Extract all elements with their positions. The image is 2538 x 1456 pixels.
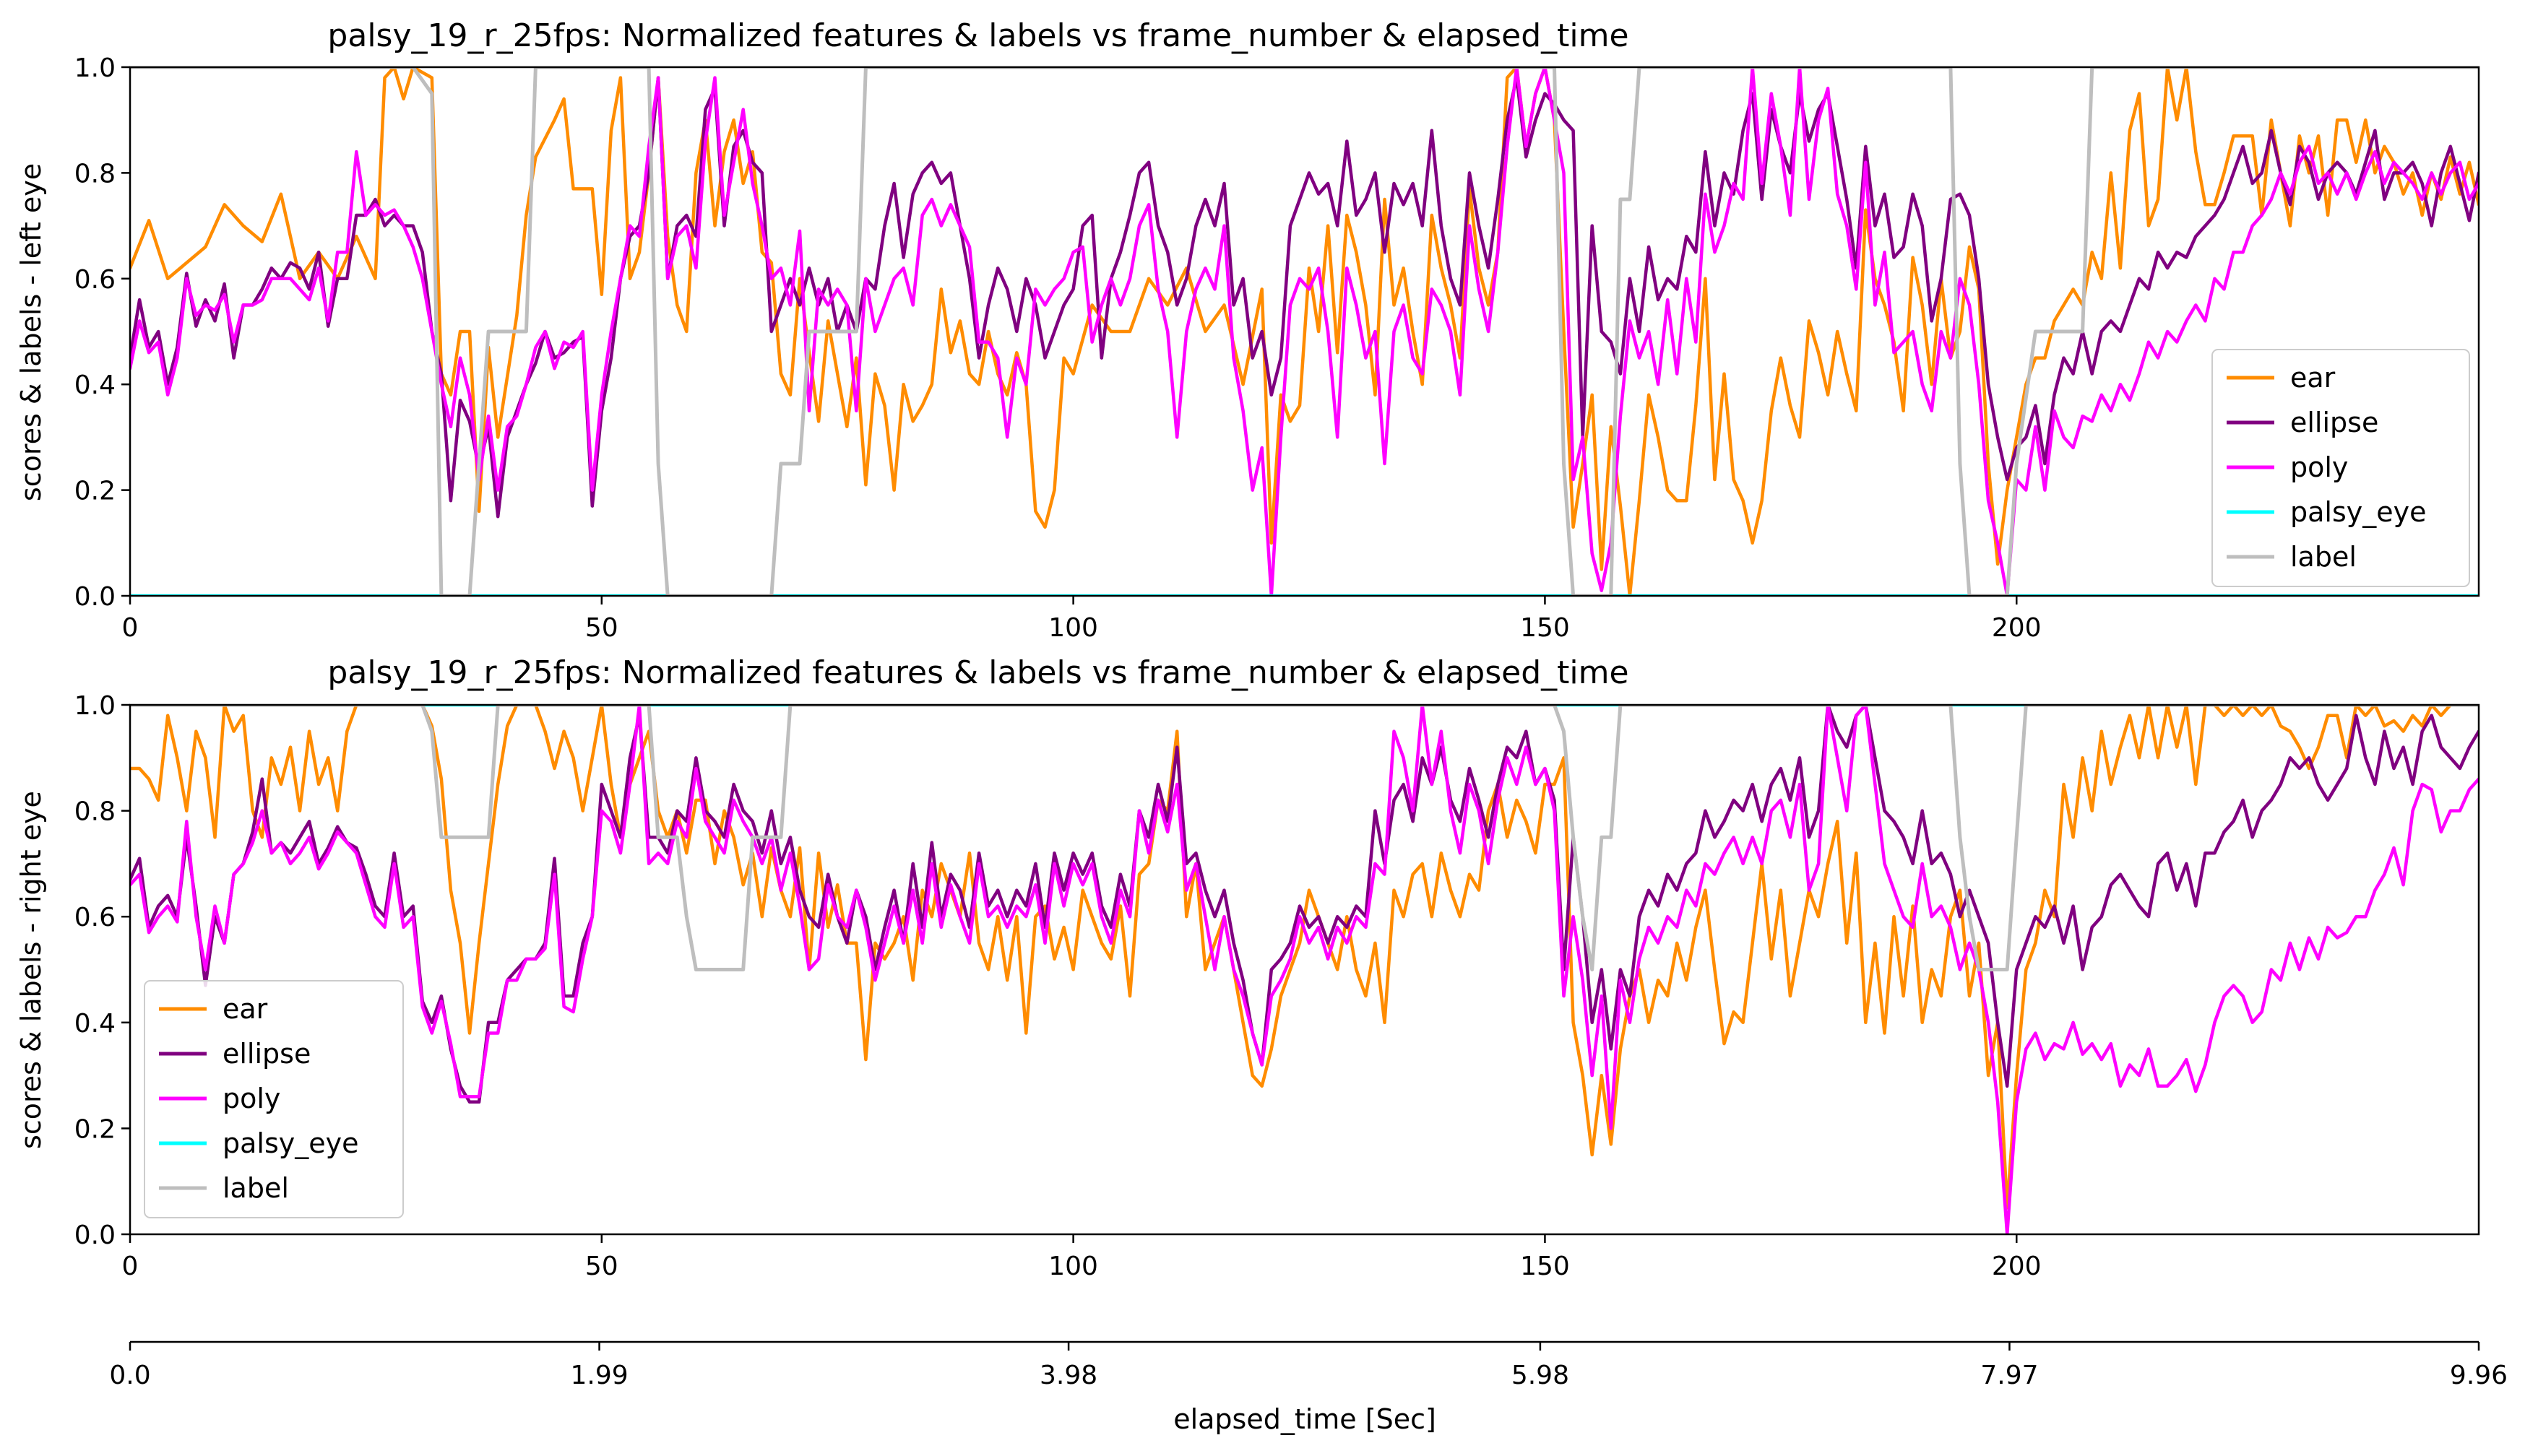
left-eye-legend: ear ellipse poly palsy_eye label (2211, 349, 2470, 587)
svg-text:palsy_eye: palsy_eye (223, 1127, 359, 1159)
legend-entry-ear: ear (2227, 362, 2336, 394)
right-eye-title: palsy_19_r_25fps: Normalized features & … (327, 654, 1628, 691)
elapsed-time-ticks: 0.0 1.99 3.98 5.98 7.97 9.96 (109, 1342, 2508, 1390)
series-line-label (130, 705, 2479, 971)
right-eye-plot-area (130, 705, 2479, 1234)
left-eye-yticks: 0.0 0.2 0.4 0.6 0.8 1.0 (74, 53, 130, 612)
y-tick-label: 0.4 (74, 370, 116, 400)
y-tick-label: 0.2 (74, 1114, 116, 1144)
right-eye-xticks: 0 50 100 150 200 (122, 1234, 2042, 1281)
y-tick-label: 0.4 (74, 1009, 116, 1039)
elapsed-tick-label: 9.96 (2450, 1361, 2508, 1390)
x-tick-label: 200 (1992, 613, 2042, 643)
left-eye-frame (129, 66, 2480, 597)
elapsed-time-axis: 0.0 1.99 3.98 5.98 7.97 9.96 elapsed_time [Se… (109, 1340, 2508, 1435)
y-tick-label: 0.8 (74, 159, 116, 188)
legend-entry-ellipse: ellipse (2227, 407, 2378, 438)
elapsed-tick-label: 0.0 (109, 1361, 150, 1390)
x-tick-label: 50 (585, 613, 618, 643)
left-eye-subplot: palsy_19_r_25fps: Normalized features & … (15, 17, 2480, 643)
right-eye-subplot: palsy_19_r_25fps: Normalized features & … (15, 654, 2480, 1281)
left-eye-plot-area (130, 67, 2479, 596)
elapsed-tick-label: 3.98 (1040, 1361, 1097, 1390)
legend-entry-palsy-eye: palsy_eye (2227, 496, 2427, 528)
legend-entry-ellipse: ellipse (159, 1038, 311, 1070)
y-tick-label: 1.0 (74, 53, 116, 83)
left-eye-xticks: 0 50 100 150 200 (122, 596, 2042, 643)
elapsed-tick-label: 5.98 (1511, 1361, 1569, 1390)
y-tick-label: 0.6 (74, 903, 116, 932)
legend-entry-label: label (2227, 541, 2357, 573)
y-tick-label: 0.0 (74, 1221, 116, 1250)
right-eye-frame (129, 703, 2480, 1236)
series-line-ellipse (130, 705, 2479, 1104)
y-tick-label: 0.2 (74, 477, 116, 506)
svg-text:ear: ear (223, 993, 268, 1025)
svg-text:ellipse: ellipse (223, 1038, 311, 1070)
legend-entry-ear: ear (159, 993, 268, 1025)
x-tick-label: 100 (1048, 1252, 1098, 1281)
svg-text:label: label (223, 1172, 289, 1204)
svg-text:ear: ear (2290, 362, 2336, 394)
x-tick-label: 0 (122, 1252, 139, 1281)
x-tick-label: 200 (1992, 1252, 2042, 1281)
legend-entry-palsy-eye: palsy_eye (159, 1127, 359, 1159)
svg-text:poly: poly (223, 1083, 280, 1114)
x-tick-label: 50 (585, 1252, 618, 1281)
svg-text:label: label (2290, 541, 2357, 573)
left-eye-title: palsy_19_r_25fps: Normalized features & … (327, 17, 1628, 54)
x-tick-label: 150 (1520, 613, 1570, 643)
series-line-label (130, 67, 2479, 596)
x-tick-label: 100 (1048, 613, 1098, 643)
y-tick-label: 0.6 (74, 265, 116, 295)
right-eye-legend: ear ellipse poly palsy_eye label (144, 980, 404, 1218)
legend-entry-poly: poly (2227, 451, 2348, 483)
right-eye-yticks: 0.0 0.2 0.4 0.6 0.8 1.0 (74, 691, 130, 1250)
left-eye-ylabel: scores & labels - left eye (15, 163, 47, 501)
y-tick-label: 1.0 (74, 691, 116, 721)
legend-entry-poly: poly (159, 1083, 280, 1114)
right-eye-ylabel: scores & labels - right eye (15, 791, 47, 1149)
series-line-poly (130, 67, 2479, 596)
svg-text:poly: poly (2290, 451, 2348, 483)
elapsed-tick-label: 1.99 (570, 1361, 628, 1390)
legend-entry-label: label (159, 1172, 289, 1204)
x-tick-label: 0 (122, 613, 139, 643)
svg-text:ellipse: ellipse (2290, 407, 2378, 438)
elapsed-time-label: elapsed_time [Sec] (1173, 1403, 1436, 1435)
svg-text:palsy_eye: palsy_eye (2290, 496, 2427, 528)
x-tick-label: 150 (1520, 1252, 1570, 1281)
elapsed-tick-label: 7.97 (1980, 1361, 2038, 1390)
series-line-poly (130, 705, 2479, 1234)
y-tick-label: 0.8 (74, 797, 116, 827)
y-tick-label: 0.0 (74, 582, 116, 612)
